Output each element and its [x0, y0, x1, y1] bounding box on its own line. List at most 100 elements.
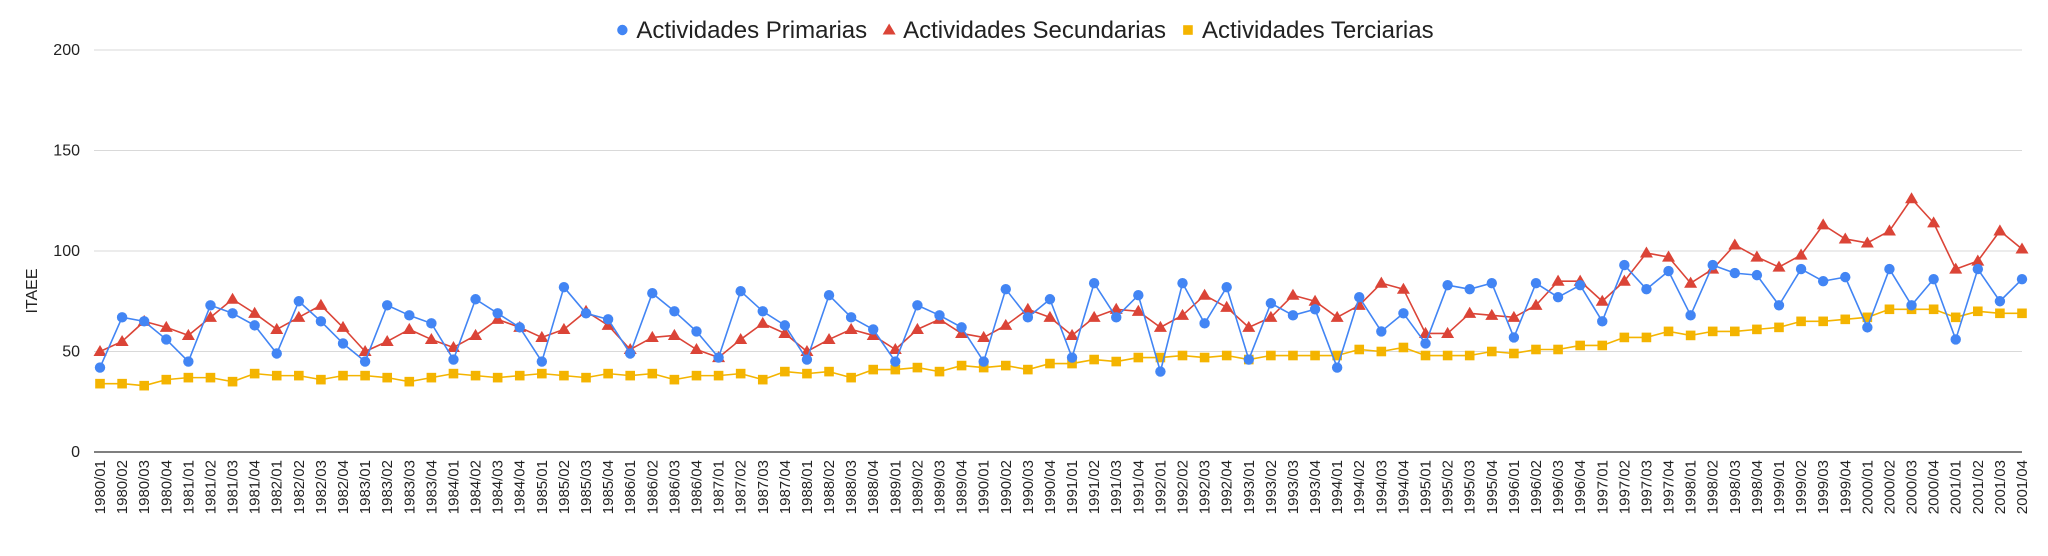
- data-point-actividades-secundarias: [1463, 306, 1477, 318]
- y-axis-label: ITAEE: [24, 268, 41, 313]
- data-point-actividades-primarias: [1950, 334, 1961, 345]
- data-point-actividades-primarias: [1795, 263, 1807, 275]
- legend: Actividades Primarias Actividades Secunda…: [617, 17, 1434, 44]
- data-point-actividades-secundarias: [1374, 276, 1388, 288]
- data-point-actividades-primarias: [1773, 300, 1785, 311]
- data-point-actividades-terciarias: [890, 364, 901, 375]
- x-tick-label: 1989/04: [954, 460, 971, 514]
- data-point-actividades-primarias: [1088, 277, 1100, 289]
- gridlines: [94, 49, 2022, 352]
- data-point-actividades-terciarias: [1641, 332, 1652, 343]
- data-point-actividades-secundarias: [1927, 216, 1941, 228]
- data-point-actividades-secundarias: [336, 320, 350, 332]
- data-point-actividades-primarias: [205, 300, 216, 311]
- data-point-actividades-primarias: [1066, 352, 1078, 363]
- data-point-actividades-terciarias: [1266, 350, 1276, 361]
- data-point-actividades-primarias: [1398, 308, 1409, 319]
- data-point-actividades-secundarias: [999, 318, 1013, 330]
- data-point-actividades-primarias: [1199, 318, 1210, 329]
- data-point-actividades-primarias: [1111, 312, 1122, 323]
- x-tick-label: 1991/01: [1064, 460, 1081, 514]
- data-point-actividades-secundarias: [1507, 310, 1521, 322]
- data-point-actividades-terciarias: [2017, 308, 2027, 319]
- data-point-actividades-primarias: [823, 290, 835, 301]
- data-point-actividades-secundarias: [1087, 310, 1101, 322]
- x-tick-label: 1990/01: [976, 460, 993, 514]
- data-point-actividades-terciarias: [1133, 352, 1144, 363]
- data-point-actividades-secundarias: [1794, 248, 1808, 260]
- data-point-actividades-secundarias: [1772, 260, 1786, 272]
- x-tick-label: 1982/02: [291, 460, 308, 514]
- data-point-actividades-secundarias: [822, 332, 836, 344]
- data-point-actividades-primarias: [1862, 322, 1873, 333]
- x-tick-label: 1989/01: [887, 460, 904, 514]
- data-point-actividades-primarias: [227, 308, 238, 319]
- data-point-actividades-primarias: [1354, 292, 1365, 303]
- data-point-actividades-terciarias: [780, 366, 790, 377]
- data-point-actividades-terciarias: [1840, 314, 1851, 325]
- data-point-actividades-primarias: [1221, 281, 1232, 293]
- data-point-actividades-primarias: [249, 320, 260, 331]
- data-point-actividades-secundarias: [1198, 288, 1212, 300]
- data-point-actividades-secundarias: [469, 328, 483, 340]
- data-point-actividades-terciarias: [1685, 330, 1696, 341]
- data-point-actividades-primarias: [161, 334, 172, 345]
- data-point-actividades-primarias: [1420, 338, 1431, 349]
- data-point-actividades-primarias: [757, 306, 768, 317]
- data-point-actividades-primarias: [868, 324, 879, 335]
- legend-label: Actividades Terciarias: [1202, 17, 1434, 44]
- data-point-actividades-primarias: [1464, 283, 1475, 295]
- data-point-actividades-terciarias: [183, 372, 194, 383]
- data-point-actividades-terciarias: [625, 370, 636, 381]
- data-point-actividades-terciarias: [735, 368, 746, 379]
- x-tick-label: 1983/02: [379, 460, 396, 514]
- x-tick-label: 1987/01: [711, 460, 728, 514]
- data-point-actividades-terciarias: [1177, 350, 1188, 361]
- data-point-actividades-primarias: [1265, 298, 1277, 309]
- data-point-actividades-terciarias: [1973, 306, 1983, 317]
- data-point-actividades-secundarias: [1728, 238, 1742, 250]
- data-point-actividades-terciarias: [1398, 342, 1409, 353]
- x-tick-label: 2000/01: [1859, 460, 1876, 514]
- data-point-actividades-primarias: [1022, 312, 1034, 323]
- x-tick-label: 1981/03: [225, 460, 242, 514]
- data-point-actividades-terciarias: [404, 376, 415, 387]
- data-point-actividades-terciarias: [1752, 324, 1762, 335]
- data-point-actividades-secundarias: [1485, 308, 1499, 320]
- data-point-actividades-secundarias: [1242, 320, 1256, 332]
- data-point-actividades-terciarias: [205, 372, 216, 383]
- data-point-actividades-terciarias: [1000, 360, 1011, 371]
- series-actividades-secundarias: [93, 192, 2029, 363]
- data-point-actividades-primarias: [183, 356, 194, 367]
- data-point-actividades-primarias: [1597, 316, 1608, 327]
- data-point-actividades-secundarias: [1949, 262, 1963, 274]
- data-point-actividades-secundarias: [1264, 310, 1278, 322]
- data-point-actividades-terciarias: [1111, 356, 1122, 367]
- x-tick-label: 1984/03: [490, 460, 507, 514]
- data-point-actividades-terciarias: [338, 370, 348, 381]
- x-tick-label: 1993/02: [1263, 460, 1280, 514]
- x-tick-label: 1995/02: [1440, 460, 1457, 514]
- data-point-actividades-secundarias: [424, 332, 438, 344]
- data-point-actividades-terciarias: [647, 368, 658, 379]
- x-tick-label: 1984/01: [445, 460, 462, 514]
- data-point-actividades-primarias: [1663, 265, 1674, 277]
- data-point-actividades-terciarias: [669, 374, 680, 385]
- data-point-actividades-terciarias: [426, 372, 437, 383]
- data-point-actividades-primarias: [1243, 354, 1254, 365]
- data-point-actividades-primarias: [779, 320, 791, 331]
- data-point-actividades-primarias: [1707, 259, 1718, 271]
- x-tick-label: 1986/03: [666, 460, 683, 514]
- data-point-actividades-primarias: [735, 286, 746, 297]
- data-point-actividades-primarias: [1376, 326, 1387, 337]
- data-point-actividades-secundarias: [977, 330, 991, 342]
- data-point-actividades-terciarias: [1796, 316, 1806, 327]
- data-point-actividades-primarias: [271, 348, 282, 359]
- x-tick-label: 1983/01: [357, 460, 374, 514]
- data-point-actividades-secundarias: [1617, 274, 1631, 286]
- data-point-actividades-terciarias: [294, 370, 304, 381]
- data-point-actividades-secundarias: [292, 310, 306, 322]
- x-tick-label: 2001/02: [1970, 460, 1987, 514]
- data-point-actividades-secundarias: [844, 322, 858, 334]
- x-tick-label: 1987/03: [755, 460, 772, 514]
